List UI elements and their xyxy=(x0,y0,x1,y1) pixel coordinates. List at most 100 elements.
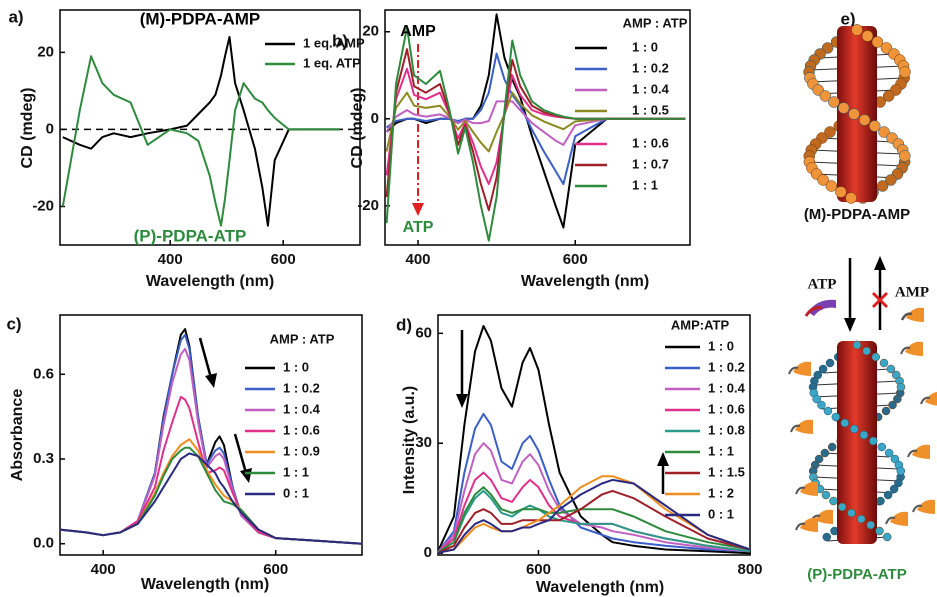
helix-bead xyxy=(882,532,892,542)
helix-bead xyxy=(829,496,838,506)
legend-label: 1 : 0.8 xyxy=(708,422,745,437)
annotation: ATP xyxy=(403,219,434,236)
series-line xyxy=(385,100,686,146)
amp-cup xyxy=(815,509,833,524)
x-axis-title: Wavelength (nm) xyxy=(521,273,649,290)
helix-bead xyxy=(899,66,911,78)
y-axis-title: Intensity (a.u.) xyxy=(401,386,418,494)
series-line xyxy=(59,395,363,545)
series-line xyxy=(437,489,751,554)
y-tick-label: 20 xyxy=(362,23,379,40)
helix-bead xyxy=(825,358,835,368)
helix-bead xyxy=(875,526,884,536)
amp-cup xyxy=(890,511,908,526)
amp-cup xyxy=(912,444,930,459)
helix-bead xyxy=(884,448,894,458)
series-line xyxy=(437,412,751,553)
trend-arrow xyxy=(233,433,248,474)
arrow-head xyxy=(412,203,424,216)
arrow-head xyxy=(844,318,856,332)
helix-bead xyxy=(840,418,850,428)
legend-label: 1 : 1 xyxy=(283,464,309,479)
x-tick-label: 600 xyxy=(526,561,551,578)
series-line xyxy=(62,36,340,227)
amp-icon xyxy=(900,312,913,321)
helix-bead xyxy=(861,30,874,42)
helix-bead xyxy=(819,90,832,102)
caption: (M)-PDPA-AMP xyxy=(804,206,910,223)
arrow-head xyxy=(456,394,468,408)
helix-bead xyxy=(845,192,857,204)
series-line xyxy=(437,478,751,554)
helix-bead xyxy=(857,514,866,524)
legend-label: 1 : 0.2 xyxy=(632,60,669,75)
panel-label: c) xyxy=(6,314,21,333)
arrow-head xyxy=(874,256,886,270)
helix-bead xyxy=(835,186,847,198)
x-tick-label: 600 xyxy=(263,561,288,578)
helix-bead xyxy=(817,174,829,186)
legend-label: 1 : 2 xyxy=(708,485,734,500)
y-tick-label: 0 xyxy=(424,544,432,561)
legend-label: 0 : 1 xyxy=(708,506,734,521)
helix-bead xyxy=(821,490,831,500)
y-tick-label: 0 xyxy=(371,110,379,127)
legend-label: 1 eq. AMP xyxy=(303,35,365,50)
y-axis-title: Absorbance xyxy=(9,389,26,482)
helix-bead xyxy=(871,36,884,48)
helix-bead xyxy=(828,96,840,108)
helix-bead xyxy=(821,42,834,54)
series-line xyxy=(437,489,751,554)
amp-cup xyxy=(917,499,935,514)
x-tick-label: 400 xyxy=(158,251,183,268)
x-tick-label: 800 xyxy=(737,561,762,578)
legend-label: 1 : 1 xyxy=(632,177,658,192)
helix-bead xyxy=(893,394,902,404)
helix-bead xyxy=(823,406,833,416)
helix-bead xyxy=(852,340,862,350)
legend-title: AMP : ATP xyxy=(623,15,688,30)
annotation: (P)-PDPA-ATP xyxy=(134,226,247,245)
amp-tail xyxy=(790,424,801,433)
legend-title: AMP:ATP xyxy=(671,317,730,332)
arrow-head xyxy=(240,468,252,483)
helix-bead xyxy=(859,430,869,440)
x-tick-label: 400 xyxy=(91,561,116,578)
amp-tail xyxy=(795,522,806,531)
series-line xyxy=(61,55,340,227)
legend-label: 1 : 0.2 xyxy=(283,380,320,395)
helix-bead xyxy=(850,424,859,434)
helix-bead xyxy=(876,180,889,192)
x-axis-title: Wavelength (nm) xyxy=(536,579,664,596)
legend-label: 1 : 0 xyxy=(632,39,658,54)
y-tick-label: 0.0 xyxy=(33,535,54,552)
y-tick-label: 60 xyxy=(415,324,432,341)
helix-bead xyxy=(822,532,832,542)
helix-bead xyxy=(818,364,828,374)
legend-label: 1 : 0.5 xyxy=(632,102,669,117)
amp-cup xyxy=(795,419,813,434)
helix-bead xyxy=(882,90,895,102)
helix-bead xyxy=(858,114,871,126)
helix-bead xyxy=(868,120,881,132)
legend-label: 1 : 0.6 xyxy=(708,401,745,416)
helix-bead xyxy=(866,520,875,530)
annotation: (M)-PDPA-AMP xyxy=(140,9,261,28)
helix-core xyxy=(837,341,877,544)
y-axis-title: CD (mdeg) xyxy=(349,88,366,169)
helix-bead xyxy=(899,150,911,162)
helix-bead xyxy=(814,454,824,464)
series-line xyxy=(386,52,686,186)
plot-frame xyxy=(384,9,691,246)
helix-bead xyxy=(894,478,903,488)
plot-frame xyxy=(437,314,751,556)
helix-bead xyxy=(827,442,837,452)
y-tick-label: 0.6 xyxy=(33,365,54,382)
arrow-label: ATP xyxy=(808,276,837,292)
arrow-head xyxy=(657,452,669,466)
legend-title: AMP : ATP xyxy=(270,331,335,346)
helix-bead xyxy=(896,382,906,392)
legend-label: 1 : 1.5 xyxy=(708,464,745,479)
helix-bead xyxy=(876,496,885,506)
